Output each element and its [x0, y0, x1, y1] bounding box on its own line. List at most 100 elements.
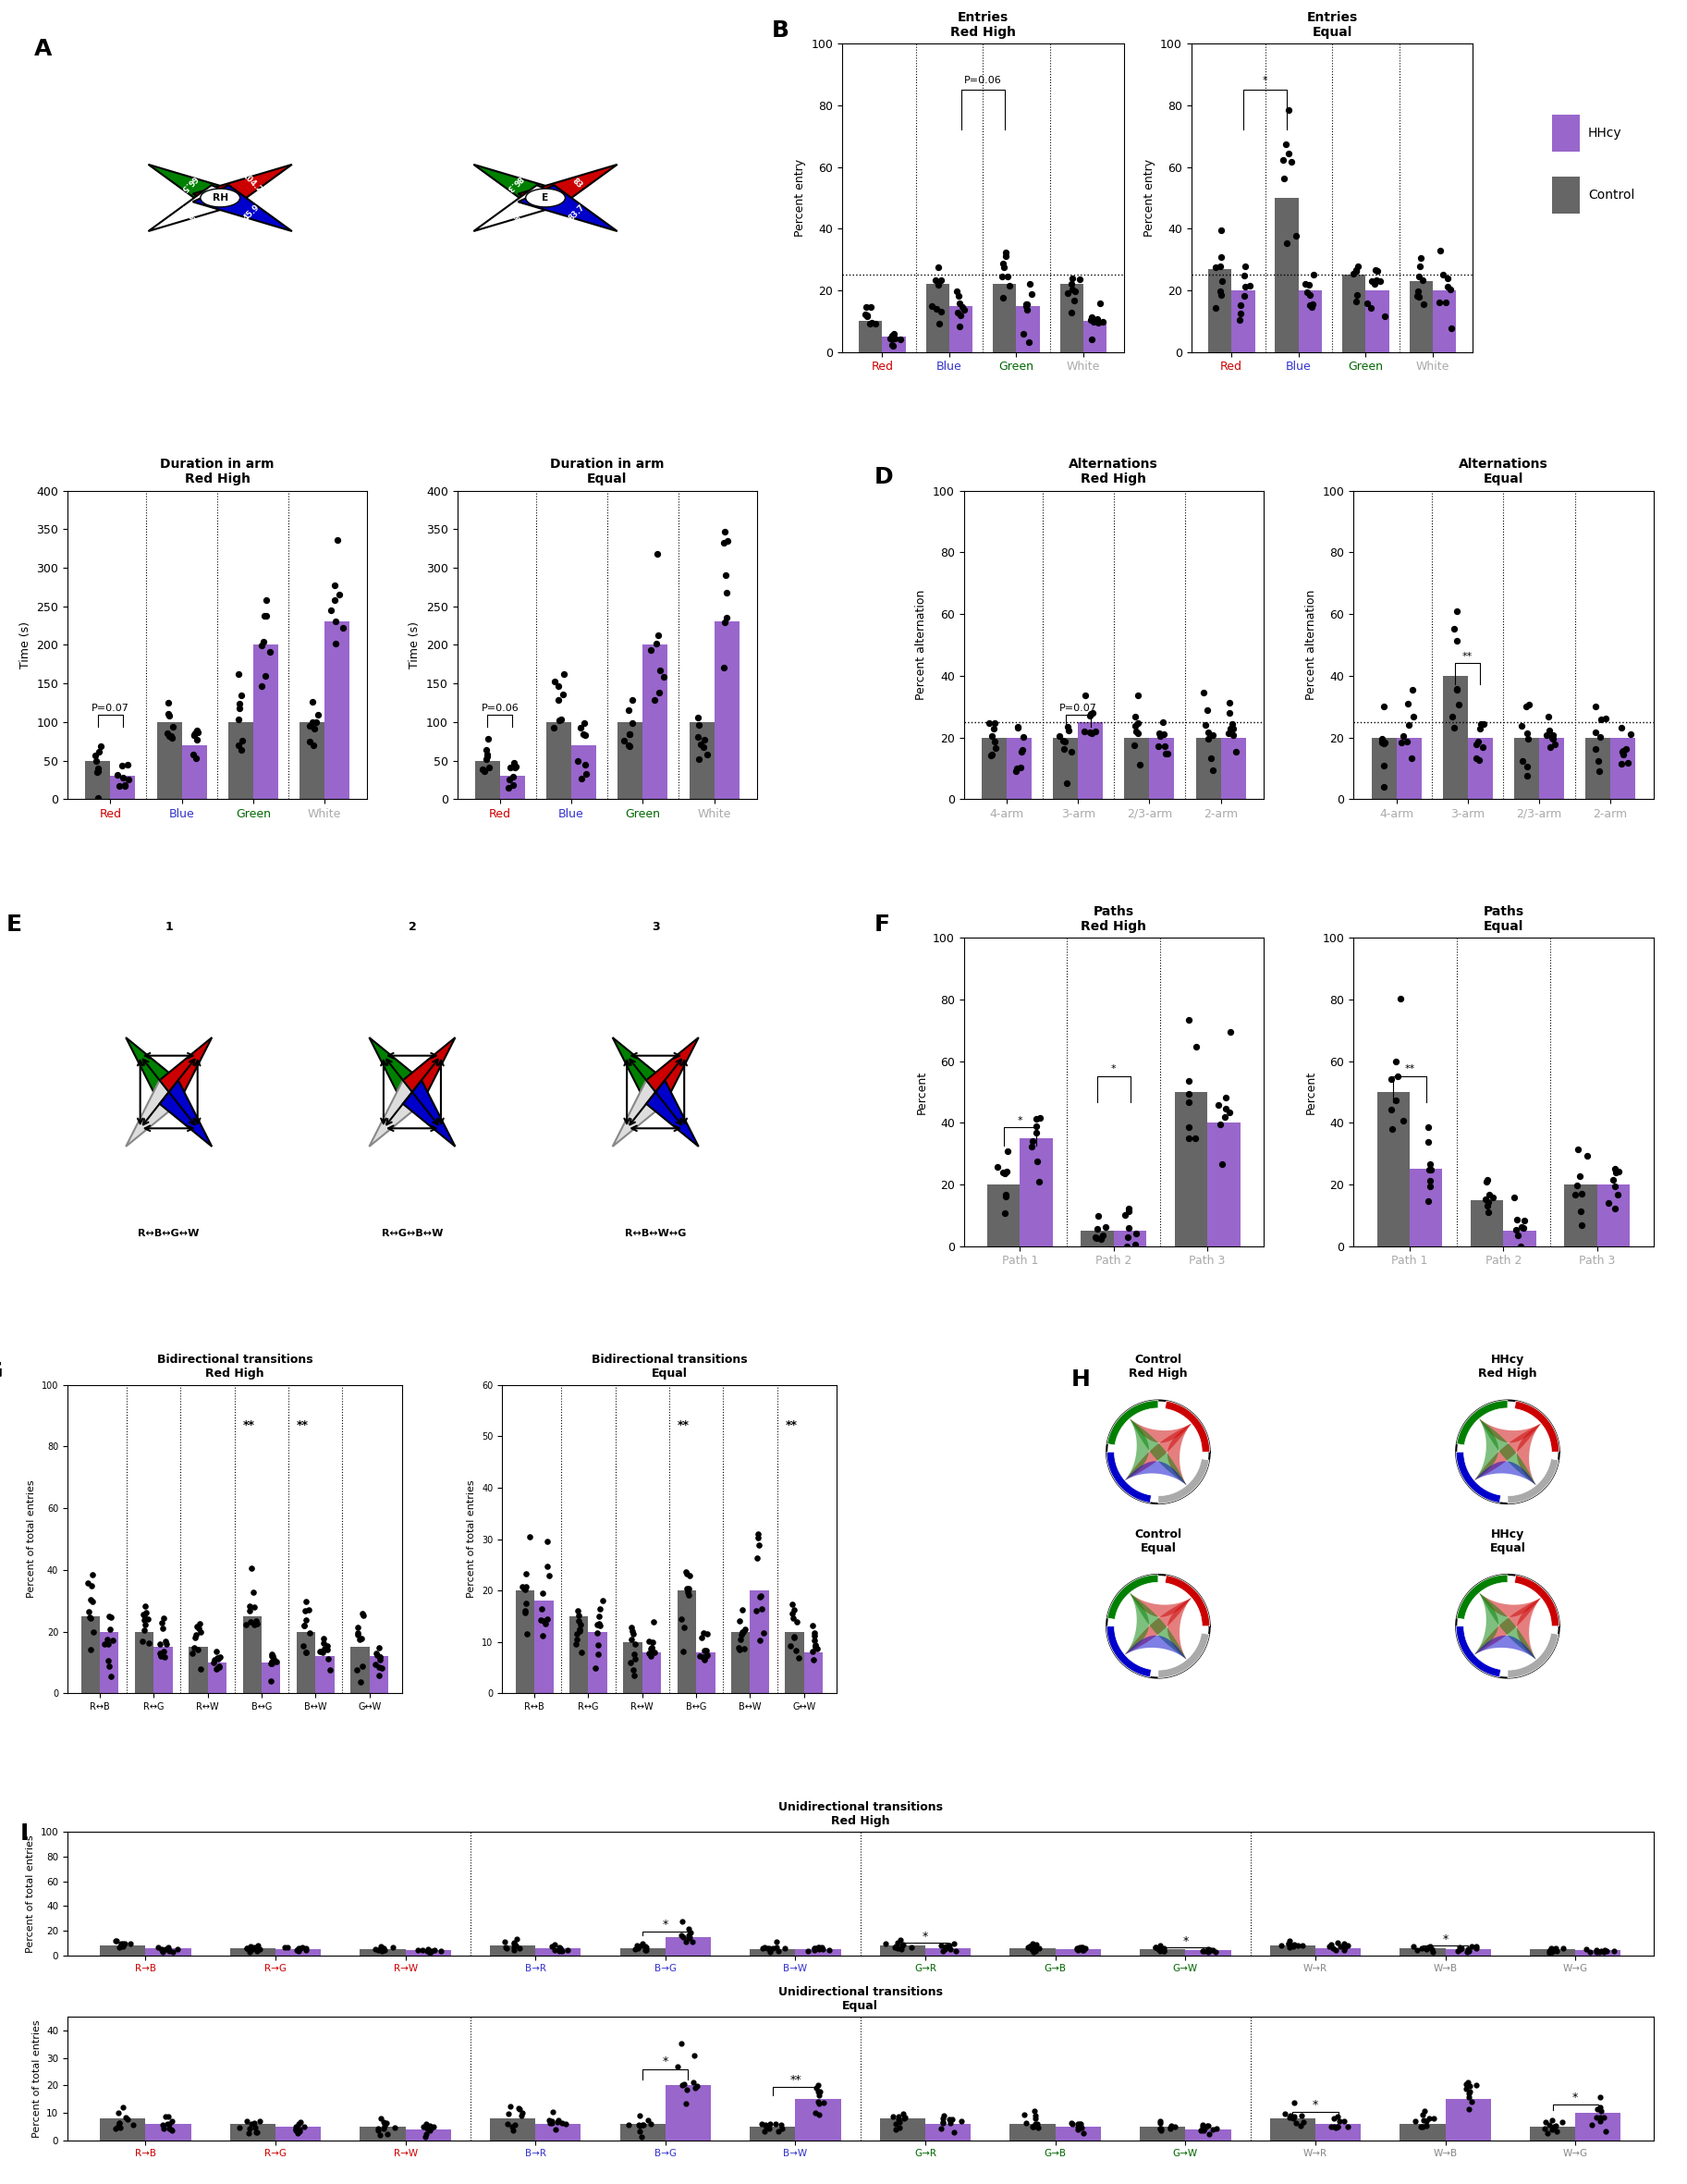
Polygon shape	[1166, 1575, 1210, 1627]
Point	[1508, 710, 1535, 745]
Point	[294, 1636, 321, 1671]
Polygon shape	[612, 1037, 665, 1103]
Point	[155, 1933, 182, 1968]
Point	[258, 1645, 285, 1679]
Text: **: **	[784, 1420, 798, 1431]
Point	[501, 2108, 528, 2143]
Bar	[982, 738, 1007, 799]
Point	[1012, 2105, 1039, 2140]
Point	[1064, 1931, 1091, 1966]
Point	[1068, 1931, 1095, 1966]
Text: RH: RH	[213, 192, 228, 203]
Point	[540, 710, 567, 745]
Point	[633, 1928, 660, 1963]
Point	[1053, 767, 1080, 802]
Point	[474, 738, 501, 773]
Polygon shape	[1458, 1400, 1508, 1446]
Point	[206, 1651, 233, 1686]
Text: *: *	[1312, 2099, 1318, 2112]
Point	[1051, 732, 1078, 767]
Point	[415, 2112, 442, 2147]
Point	[1539, 721, 1566, 756]
Point	[243, 2114, 270, 2149]
Point	[1122, 1216, 1149, 1251]
Point	[417, 2108, 444, 2143]
Point	[626, 2114, 653, 2149]
Point	[536, 2105, 563, 2140]
Point	[206, 1649, 233, 1684]
Point	[1071, 1931, 1098, 1966]
Polygon shape	[646, 1081, 698, 1147]
Point	[290, 2110, 317, 2145]
Point	[751, 1931, 778, 1966]
Point	[1577, 2108, 1604, 2143]
Point	[1277, 2097, 1304, 2132]
Point	[1513, 749, 1540, 784]
Point	[1026, 1931, 1053, 1966]
Point	[243, 1605, 270, 1640]
Point	[629, 2108, 656, 2143]
Bar	[1270, 1946, 1316, 1955]
Bar	[1409, 282, 1432, 352]
Point	[501, 1926, 528, 1961]
Point	[744, 1542, 771, 1577]
Polygon shape	[1130, 1420, 1191, 1444]
Point	[76, 1599, 103, 1634]
Bar	[589, 1631, 607, 1693]
Point	[692, 1642, 719, 1677]
Point	[644, 618, 671, 653]
Point	[155, 719, 182, 753]
Point	[1323, 2110, 1350, 2145]
Polygon shape	[1130, 1592, 1186, 1660]
Bar	[987, 1184, 1021, 1247]
Title: Entries
Red High: Entries Red High	[950, 11, 1016, 39]
Point	[643, 537, 670, 572]
Title: HHcy
Equal: HHcy Equal	[1490, 1529, 1525, 1555]
Point	[536, 2103, 563, 2138]
Point	[668, 1601, 695, 1636]
Point	[132, 1603, 159, 1638]
Point	[1456, 2092, 1483, 2127]
Point	[1414, 2108, 1441, 2143]
Point	[241, 2110, 268, 2145]
Point	[1456, 2079, 1483, 2114]
Point	[366, 1640, 393, 1675]
Point	[1393, 725, 1420, 760]
Point	[779, 1601, 806, 1636]
Circle shape	[526, 188, 565, 207]
Point	[373, 2105, 400, 2140]
Point	[154, 716, 181, 751]
Point	[159, 2114, 186, 2149]
Point	[810, 2086, 837, 2121]
Point	[710, 651, 737, 686]
Point	[1468, 708, 1495, 743]
Point	[1220, 719, 1247, 753]
Point	[310, 1631, 337, 1666]
Point	[317, 592, 344, 627]
Point	[1016, 1931, 1043, 1966]
Point	[1230, 280, 1257, 314]
Point	[624, 1928, 651, 1963]
Bar	[665, 2086, 710, 2140]
Point	[533, 1524, 560, 1559]
Point	[547, 1933, 574, 1968]
Point	[1194, 2108, 1221, 2143]
Polygon shape	[1107, 1627, 1151, 1677]
Point	[349, 1649, 376, 1684]
Point	[872, 1926, 899, 1961]
Point	[1086, 1221, 1113, 1256]
Point	[621, 1642, 648, 1677]
Point	[1196, 2116, 1223, 2151]
Point	[285, 1933, 312, 1968]
Point	[1343, 284, 1370, 319]
Point	[1145, 1931, 1172, 1966]
Point	[417, 2112, 444, 2147]
Point	[150, 1634, 177, 1669]
Text: **: **	[297, 1420, 309, 1431]
Point	[186, 1605, 213, 1640]
Point	[245, 1928, 272, 1963]
Bar	[1432, 290, 1456, 352]
Point	[1024, 2110, 1051, 2145]
Polygon shape	[1517, 1599, 1540, 1660]
Point	[1437, 310, 1464, 345]
